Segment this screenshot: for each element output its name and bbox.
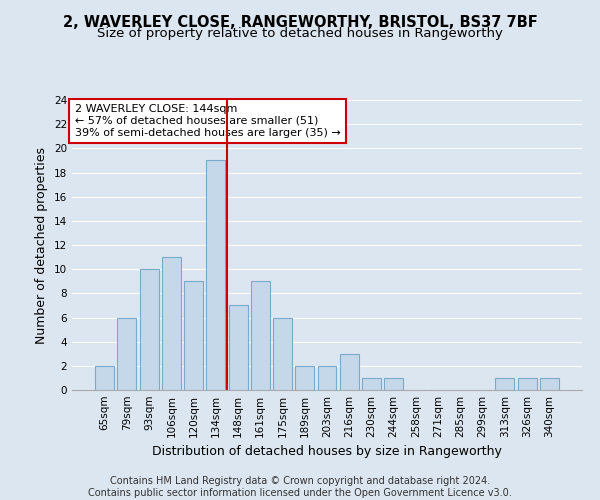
Bar xyxy=(518,378,536,390)
Bar xyxy=(118,318,136,390)
Bar xyxy=(317,366,337,390)
Bar xyxy=(206,160,225,390)
Bar xyxy=(384,378,403,390)
Bar xyxy=(229,306,248,390)
Text: 2 WAVERLEY CLOSE: 144sqm
← 57% of detached houses are smaller (51)
39% of semi-d: 2 WAVERLEY CLOSE: 144sqm ← 57% of detach… xyxy=(74,104,340,138)
Bar xyxy=(95,366,114,390)
Text: Size of property relative to detached houses in Rangeworthy: Size of property relative to detached ho… xyxy=(97,28,503,40)
Bar xyxy=(362,378,381,390)
Y-axis label: Number of detached properties: Number of detached properties xyxy=(35,146,49,344)
Text: Contains HM Land Registry data © Crown copyright and database right 2024.
Contai: Contains HM Land Registry data © Crown c… xyxy=(88,476,512,498)
Bar xyxy=(273,318,292,390)
Bar xyxy=(496,378,514,390)
Bar xyxy=(540,378,559,390)
Bar xyxy=(340,354,359,390)
Bar xyxy=(140,269,158,390)
Text: 2, WAVERLEY CLOSE, RANGEWORTHY, BRISTOL, BS37 7BF: 2, WAVERLEY CLOSE, RANGEWORTHY, BRISTOL,… xyxy=(62,15,538,30)
Bar xyxy=(184,281,203,390)
Bar xyxy=(251,281,270,390)
Bar xyxy=(295,366,314,390)
X-axis label: Distribution of detached houses by size in Rangeworthy: Distribution of detached houses by size … xyxy=(152,446,502,458)
Bar xyxy=(162,257,181,390)
